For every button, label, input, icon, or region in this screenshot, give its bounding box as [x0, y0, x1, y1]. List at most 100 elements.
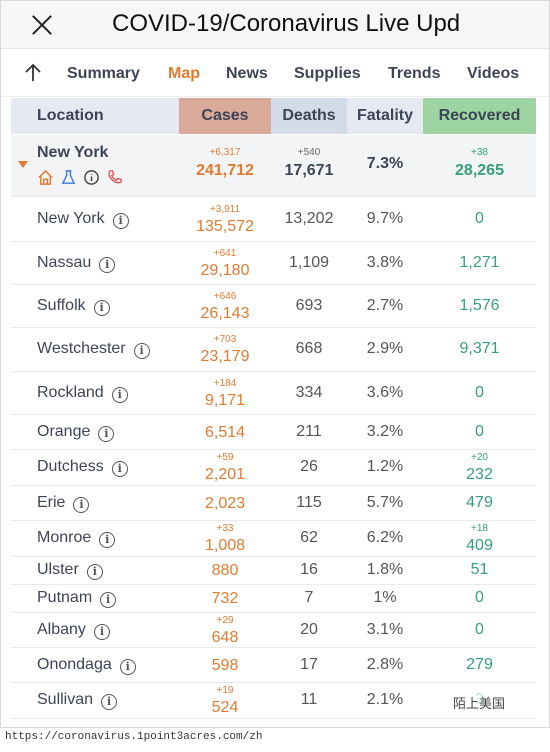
- state-cases-cell: +6,317 241,712: [179, 135, 271, 196]
- county-row[interactable]: Onondaga i 598 17 2.8% 279: [11, 648, 536, 683]
- county-deaths-cell: 668: [271, 328, 347, 371]
- county-location-cell: Putnam i: [11, 585, 179, 612]
- info-icon[interactable]: [83, 169, 100, 186]
- flask-icon[interactable]: [60, 169, 77, 186]
- county-row[interactable]: Suffolk i +646 26,143 693 2.7% 1,576: [11, 285, 536, 328]
- home-icon[interactable]: [37, 169, 54, 186]
- tab-summary[interactable]: Summary: [67, 65, 140, 82]
- county-row[interactable]: Westchester i +703 23,179 668 2.9% 9,371: [11, 328, 536, 372]
- county-name-wrap: Monroe i: [37, 529, 116, 548]
- county-fatality: 1%: [373, 589, 397, 606]
- county-recovered-cell: 0: [423, 198, 536, 241]
- tab-news[interactable]: News: [226, 65, 268, 82]
- state-icons: [37, 169, 123, 186]
- county-deaths-cell: 334: [271, 372, 347, 414]
- state-deaths: 17,671: [284, 162, 334, 179]
- header-deaths[interactable]: Deaths: [271, 98, 347, 134]
- county-cases-delta: +59: [216, 452, 234, 463]
- county-row[interactable]: Putnam i 732 7 1% 0: [11, 585, 536, 613]
- county-name: Dutchess: [37, 458, 104, 475]
- county-cases-cell: 598: [179, 648, 271, 682]
- phone-icon[interactable]: [106, 169, 123, 186]
- county-deaths: 668: [295, 340, 323, 357]
- county-deaths: 16: [300, 561, 318, 578]
- county-recovered: 409: [466, 537, 493, 554]
- county-deaths-cell: 17: [271, 648, 347, 682]
- county-deaths: 115: [296, 494, 322, 511]
- county-fatality-cell: 1.8%: [347, 557, 423, 584]
- county-fatality: 2.8%: [366, 656, 404, 673]
- county-row[interactable]: Nassau i +641 29,180 1,109 3.8% 1,271: [11, 242, 536, 285]
- county-row[interactable]: Erie i 2,023 115 5.7% 479: [11, 486, 536, 521]
- info-icon[interactable]: i: [101, 694, 118, 710]
- info-icon[interactable]: i: [119, 659, 136, 675]
- county-cases-delta: +646: [213, 291, 237, 302]
- county-recovered-cell: 0: [423, 585, 536, 612]
- county-cases: 23,179: [200, 348, 250, 365]
- header-recovered[interactable]: Recovered: [423, 98, 536, 134]
- info-icon[interactable]: i: [99, 257, 116, 273]
- county-cases-delta: +29: [216, 615, 234, 626]
- info-icon[interactable]: i: [99, 532, 116, 548]
- county-cases: 2,023: [204, 495, 246, 512]
- county-row[interactable]: Orange i 6,514 211 3.2% 0: [11, 415, 536, 450]
- county-cases: 29,180: [200, 262, 250, 279]
- info-icon[interactable]: i: [86, 564, 103, 580]
- county-location-cell: Orange i: [11, 415, 179, 449]
- state-row[interactable]: New York +6,317 241,712 +540 17,671 7.3%: [11, 135, 536, 197]
- county-fatality: 9.7%: [366, 210, 404, 227]
- county-row[interactable]: Rockland i +184 9,171 334 3.6% 0: [11, 372, 536, 415]
- county-cases: 648: [211, 629, 239, 646]
- county-cases-cell: 880: [179, 557, 271, 584]
- header-fatality[interactable]: Fatality: [347, 98, 423, 134]
- county-cases-cell: +19 524: [179, 683, 271, 718]
- county-row[interactable]: Dutchess i +59 2,201 26 1.2% +20 232: [11, 450, 536, 486]
- tab-trends[interactable]: Trends: [388, 65, 441, 82]
- county-recovered: 0: [475, 210, 484, 227]
- info-icon[interactable]: i: [98, 426, 115, 442]
- info-icon[interactable]: i: [133, 343, 150, 359]
- county-recovered-cell: 9,371: [423, 328, 536, 371]
- county-cases: 6,514: [204, 424, 246, 441]
- county-name-wrap: Orange i: [37, 423, 115, 442]
- county-deaths-cell: 16: [271, 557, 347, 584]
- county-name-wrap: Onondaga i: [37, 656, 136, 675]
- county-location-cell: Dutchess i: [11, 450, 179, 485]
- header-location[interactable]: Location: [11, 98, 179, 134]
- county-name: Putnam: [37, 589, 93, 606]
- info-icon[interactable]: i: [112, 213, 129, 229]
- county-cases: 732: [211, 590, 239, 607]
- info-icon[interactable]: i: [111, 461, 128, 477]
- county-location-cell: Suffolk i: [11, 285, 179, 327]
- info-icon[interactable]: i: [73, 497, 90, 513]
- header-cases[interactable]: Cases: [179, 98, 271, 134]
- county-name: Sullivan: [37, 691, 94, 708]
- collapse-triangle-icon[interactable]: [18, 161, 28, 168]
- county-deaths: 13,202: [284, 210, 334, 227]
- county-row[interactable]: Albany i +29 648 20 3.1% 0: [11, 613, 536, 648]
- info-icon[interactable]: i: [111, 387, 128, 403]
- county-cases-cell: +641 29,180: [179, 242, 271, 284]
- county-deaths-cell: 11: [271, 683, 347, 718]
- state-location-cell: New York: [11, 135, 179, 196]
- tab-supplies[interactable]: Supplies: [294, 65, 361, 82]
- tab-map[interactable]: Map: [168, 65, 200, 82]
- county-location-cell: Westchester i: [11, 328, 179, 371]
- info-icon[interactable]: i: [93, 300, 110, 316]
- info-icon[interactable]: i: [100, 592, 117, 608]
- county-deaths: 17: [300, 656, 318, 673]
- county-row[interactable]: Ulster i 880 16 1.8% 51: [11, 557, 536, 585]
- info-icon[interactable]: i: [93, 624, 110, 640]
- arrow-up-icon[interactable]: [23, 63, 43, 83]
- county-deaths-cell: 211: [271, 415, 347, 449]
- tab-videos[interactable]: Videos: [467, 65, 520, 82]
- county-recovered-cell: +20 232: [423, 450, 536, 485]
- close-icon[interactable]: [28, 11, 56, 39]
- county-location-cell: Sullivan i: [11, 683, 179, 718]
- county-deaths: 7: [304, 589, 314, 606]
- county-cases: 26,143: [200, 305, 250, 322]
- county-fatality: 3.6%: [366, 384, 404, 401]
- county-fatality-cell: 3.8%: [347, 242, 423, 284]
- county-row[interactable]: Monroe i +33 1,008 62 6.2% +18 409: [11, 521, 536, 557]
- county-row[interactable]: New York i +3,911 135,572 13,202 9.7% 0: [11, 198, 536, 242]
